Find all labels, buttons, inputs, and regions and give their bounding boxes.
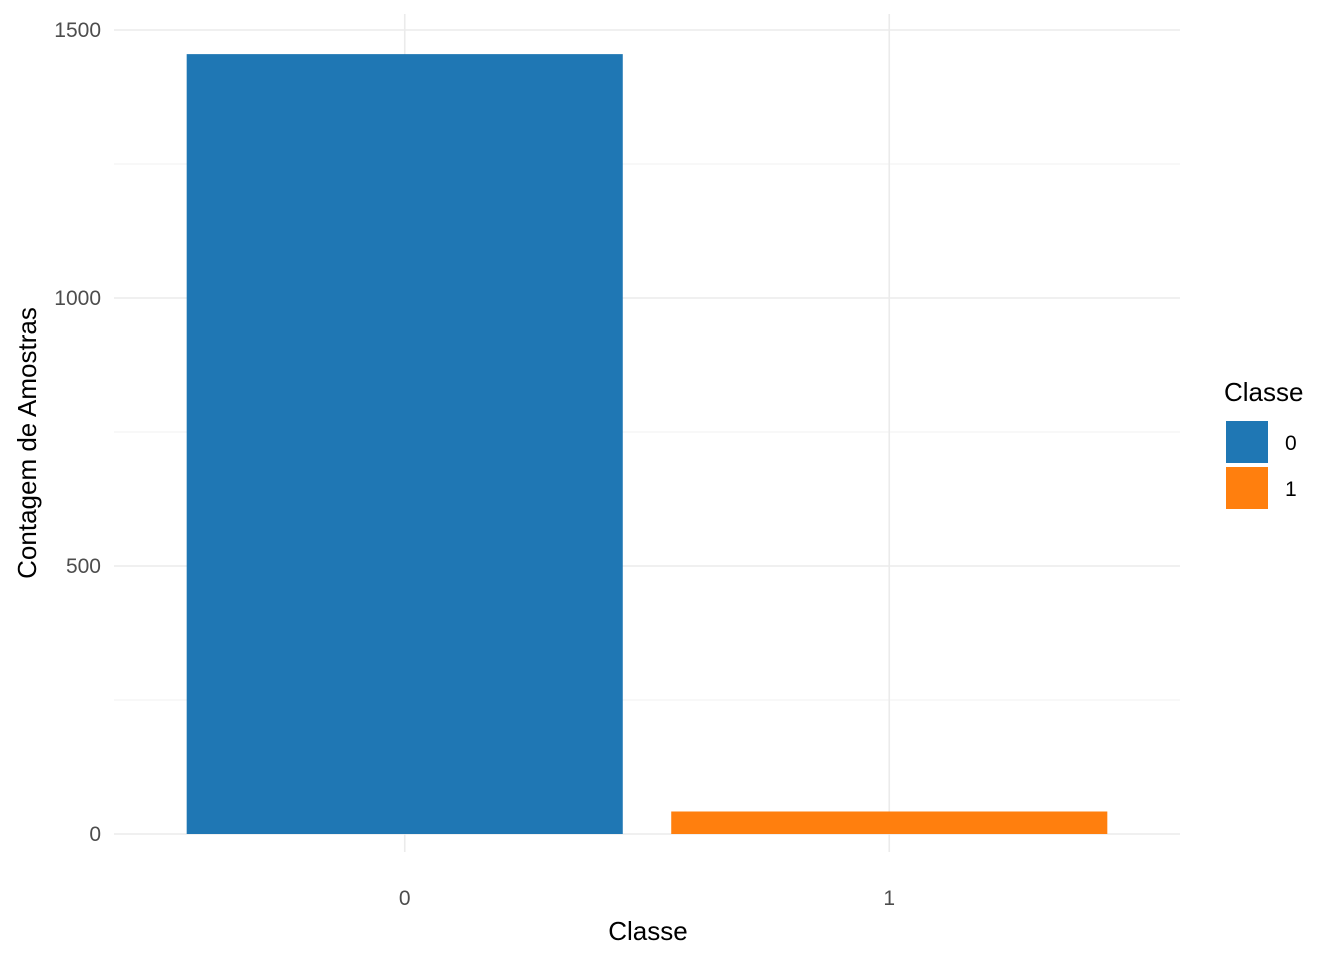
y-tick-label: 0 bbox=[89, 823, 101, 846]
y-axis-title: Contagem de Amostras bbox=[12, 307, 42, 579]
y-tick-label: 1000 bbox=[54, 287, 101, 310]
y-axis: 0 500 1000 1500 bbox=[54, 19, 101, 846]
legend-label-1: 1 bbox=[1285, 478, 1297, 501]
legend-swatch-1 bbox=[1226, 467, 1268, 509]
bars bbox=[186, 54, 1108, 835]
legend-title: Classe bbox=[1224, 377, 1303, 407]
bar-1 bbox=[671, 811, 1108, 834]
legend-items: 01 bbox=[1226, 421, 1297, 509]
x-tick-label: 0 bbox=[399, 887, 411, 910]
legend: Classe 01 bbox=[1224, 377, 1303, 509]
plot-area bbox=[114, 14, 1180, 852]
x-tick-label: 1 bbox=[883, 887, 895, 910]
y-tick-label: 1500 bbox=[54, 19, 101, 42]
bar-0 bbox=[186, 54, 623, 835]
y-tick-label: 500 bbox=[66, 555, 101, 578]
x-axis-title: Classe bbox=[608, 916, 687, 946]
legend-swatch-0 bbox=[1226, 421, 1268, 463]
legend-label-0: 0 bbox=[1285, 432, 1297, 455]
